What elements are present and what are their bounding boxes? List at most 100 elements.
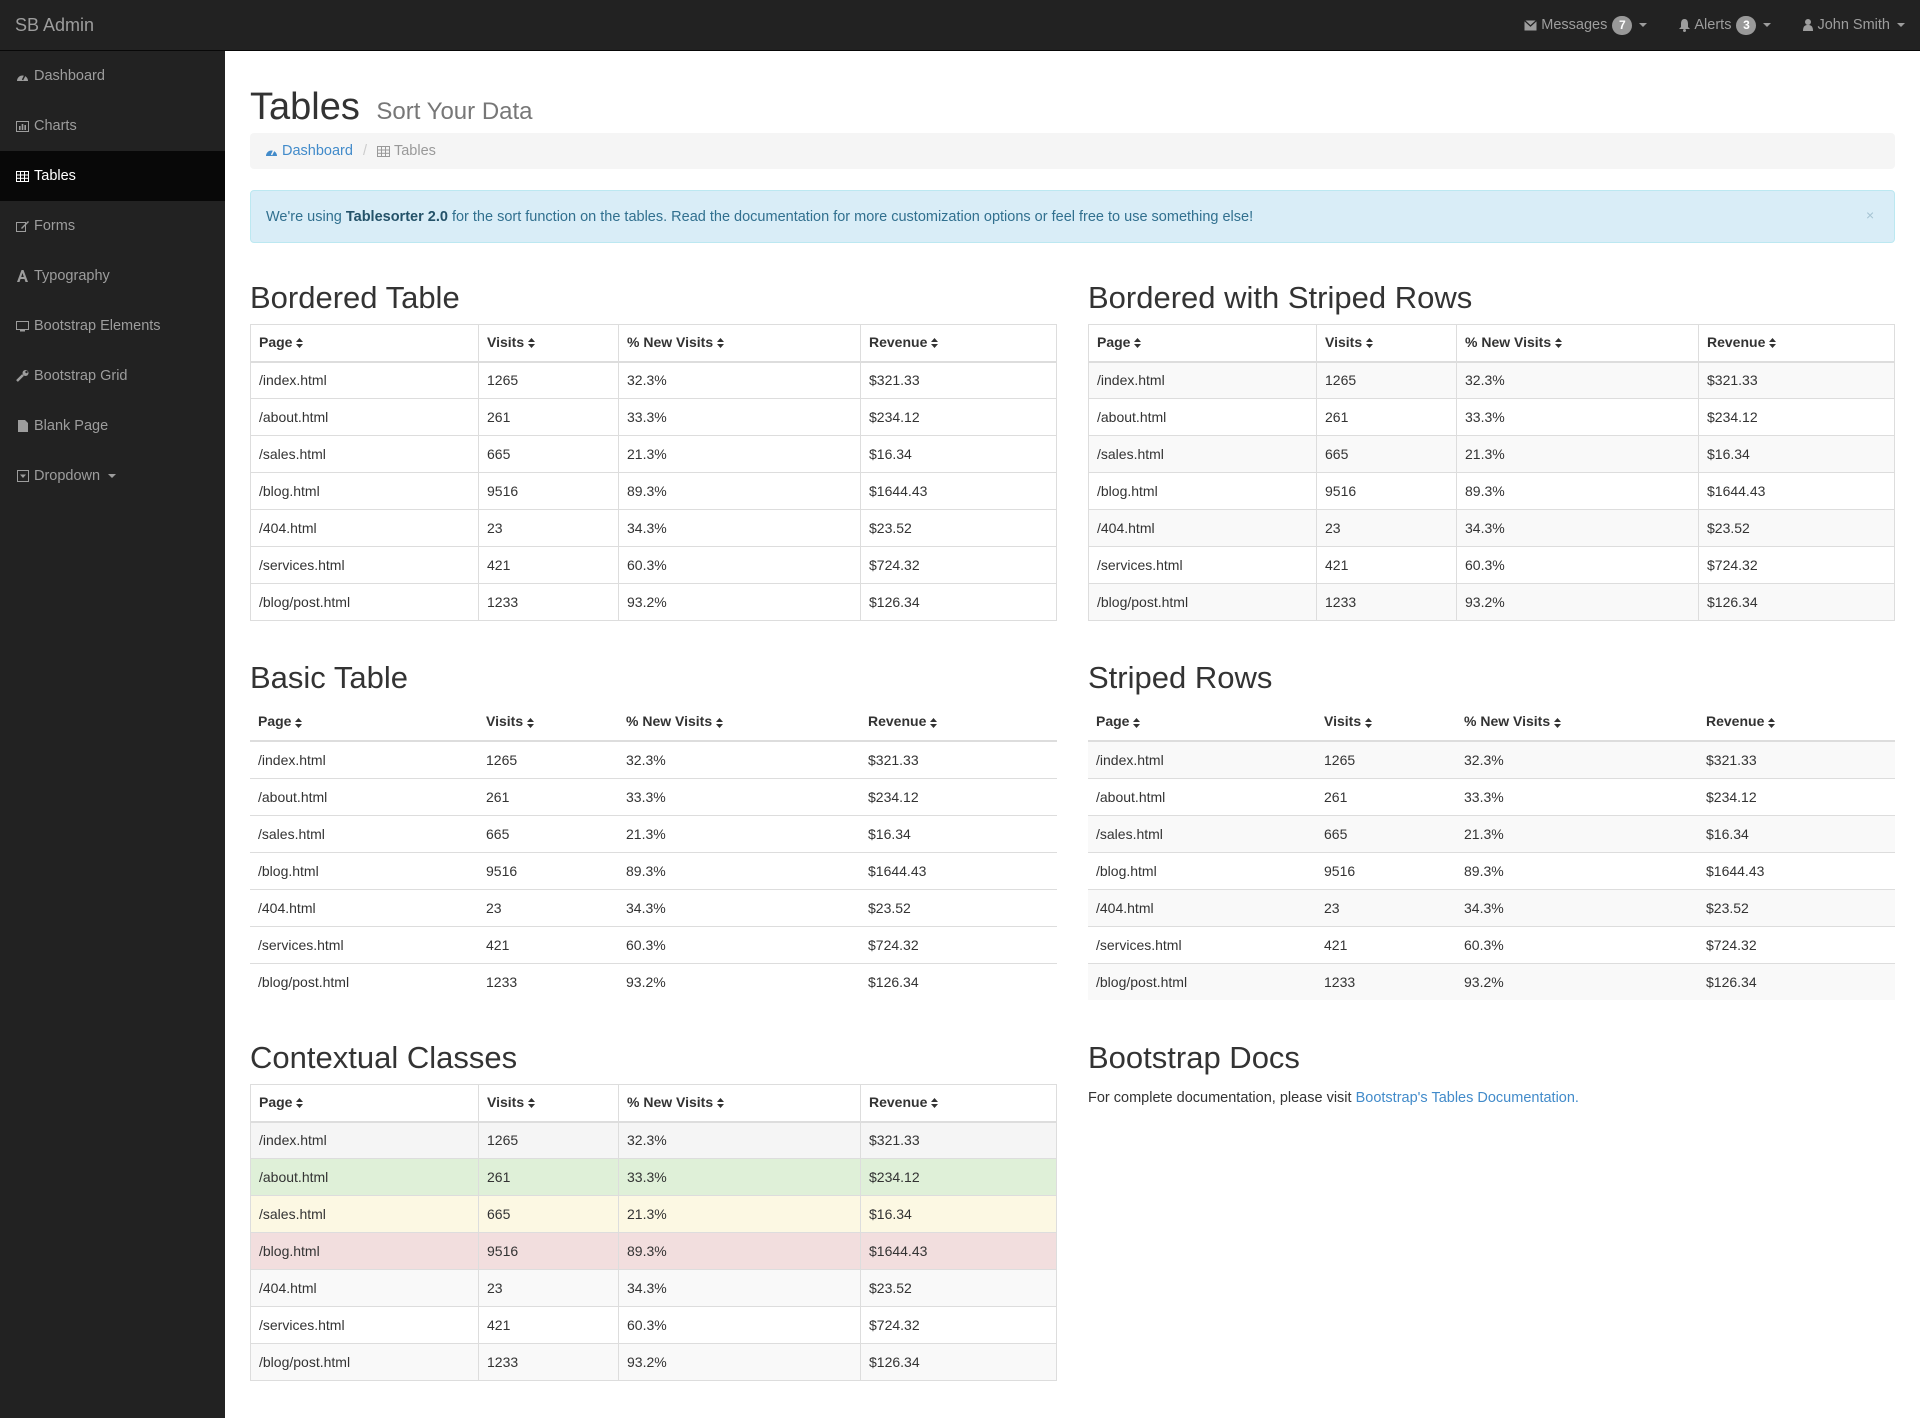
table-row: /index.html 1265 32.3% $321.33 [250, 361, 1057, 399]
column-header-new-visits[interactable]: % New Visits [618, 1084, 861, 1123]
sidebar-item-dropdown[interactable]: Dropdown [0, 451, 225, 501]
column-header-page[interactable]: Page [250, 704, 478, 742]
sort-icon[interactable] [716, 715, 724, 731]
column-header-label: % New Visits [627, 334, 714, 351]
brand-logo[interactable]: SB Admin [15, 15, 95, 35]
column-header-page[interactable]: Page [1088, 704, 1316, 742]
sort-icon[interactable] [1134, 335, 1142, 351]
column-header-revenue[interactable]: Revenue [860, 324, 1057, 363]
column-header-label: % New Visits [627, 1094, 714, 1111]
table-cell-page: /services.html [250, 1306, 479, 1344]
font-icon [15, 270, 30, 282]
table-cell-new-visits: 21.3% [1456, 435, 1699, 473]
docs-link[interactable]: Bootstrap's Tables Documentation. [1355, 1090, 1579, 1106]
table-cell-new-visits: 60.3% [618, 1306, 861, 1344]
table-cell-page: /blog.html [250, 851, 478, 889]
close-icon[interactable]: × [1866, 207, 1875, 223]
user-dropdown[interactable]: John Smith [1803, 0, 1905, 50]
column-header-revenue[interactable]: Revenue [1698, 704, 1895, 742]
sort-icon[interactable] [931, 335, 939, 351]
sidebar-item-blank-page[interactable]: Blank Page [0, 401, 225, 451]
table-row: /404.html 23 34.3% $23.52 [1088, 888, 1895, 926]
table-cell-new-visits: 89.3% [618, 472, 861, 510]
table-cell-revenue: $16.34 [1698, 435, 1895, 473]
column-header-revenue[interactable]: Revenue [860, 1084, 1057, 1123]
column-header-revenue[interactable]: Revenue [1698, 324, 1895, 363]
sort-icon[interactable] [296, 1095, 304, 1111]
sidebar-item-forms[interactable]: Forms [0, 201, 225, 251]
sort-icon[interactable] [528, 1095, 536, 1111]
column-header-visits[interactable]: Visits [1316, 704, 1456, 742]
docs-section: Bootstrap Docs For complete documentatio… [1088, 1036, 1895, 1106]
column-header-new-visits[interactable]: % New Visits [618, 324, 861, 363]
section-title: Striped Rows [1088, 660, 1273, 695]
table-cell-new-visits: 21.3% [618, 435, 861, 473]
table-cell-revenue: $126.34 [860, 583, 1057, 621]
sidebar-item-charts[interactable]: Charts [0, 101, 225, 151]
sort-icon[interactable] [717, 335, 725, 351]
sidebar-item-bootstrap-grid[interactable]: Bootstrap Grid [0, 351, 225, 401]
column-header-label: Visits [487, 334, 525, 351]
table-cell-new-visits: 89.3% [1456, 472, 1699, 510]
sort-icon[interactable] [1554, 715, 1562, 731]
sort-icon[interactable] [1366, 335, 1374, 351]
basic-table-section: Basic Table Page Visits % New Visits Revenu… [250, 656, 1057, 1000]
table-cell-revenue: $234.12 [860, 1158, 1057, 1196]
table-cell-revenue: $724.32 [1698, 925, 1895, 963]
table-row: /services.html 421 60.3% $724.32 [250, 925, 1057, 963]
column-header-new-visits[interactable]: % New Visits [618, 704, 860, 742]
column-header-revenue[interactable]: Revenue [860, 704, 1057, 742]
table-cell-page: /blog.html [1088, 851, 1316, 889]
messages-badge: 7 [1612, 15, 1633, 35]
table-cell-visits: 665 [478, 435, 619, 473]
page-subtitle: Sort Your Data [376, 98, 533, 125]
alerts-dropdown[interactable]: Alerts 3 [1679, 0, 1772, 50]
sort-icon[interactable] [1555, 335, 1563, 351]
sort-icon[interactable] [1769, 335, 1777, 351]
sidebar-item-label: Charts [34, 118, 77, 134]
table-cell-visits: 1265 [478, 361, 619, 399]
sort-icon[interactable] [1768, 715, 1776, 731]
column-header-page[interactable]: Page [250, 324, 479, 363]
table-cell-revenue: $724.32 [1698, 546, 1895, 584]
sidebar-item-label: Dropdown [34, 468, 101, 484]
header-row: Page Visits % New Visits Revenue [1088, 324, 1895, 363]
sort-icon[interactable] [930, 715, 938, 731]
column-header-visits[interactable]: Visits [478, 324, 619, 363]
user-icon [1803, 19, 1814, 31]
sidebar-item-bootstrap-elements[interactable]: Bootstrap Elements [0, 301, 225, 351]
sidebar-item-tables[interactable]: Tables [0, 151, 225, 201]
table-cell-page: /sales.html [250, 1195, 479, 1233]
sort-icon[interactable] [717, 1095, 725, 1111]
contextual-table-section: Contextual Classes Page Visits % New Visit… [250, 1036, 1057, 1381]
table-row: /index.html 1265 32.3% $321.33 [250, 1121, 1057, 1159]
table-cell-revenue: $321.33 [860, 1121, 1057, 1159]
table-cell-visits: 23 [1316, 509, 1457, 547]
column-header-new-visits[interactable]: % New Visits [1456, 324, 1699, 363]
sort-icon[interactable] [931, 1095, 939, 1111]
column-header-page[interactable]: Page [1088, 324, 1317, 363]
sort-icon[interactable] [528, 335, 536, 351]
column-header-label: Revenue [1706, 713, 1765, 730]
table-cell-page: /404.html [1088, 509, 1317, 547]
table-cell-page: /sales.html [250, 435, 479, 473]
sort-icon[interactable] [1365, 715, 1373, 731]
table-cell-visits: 261 [478, 777, 618, 815]
sort-icon[interactable] [296, 335, 304, 351]
sidebar: Dashboard Charts Tables Forms Typography… [0, 51, 225, 1418]
table-row: /about.html 261 33.3% $234.12 [250, 398, 1057, 436]
column-header-visits[interactable]: Visits [1316, 324, 1457, 363]
breadcrumb-dashboard-link[interactable]: Dashboard [265, 143, 353, 159]
sort-icon[interactable] [1133, 715, 1141, 731]
column-header-new-visits[interactable]: % New Visits [1456, 704, 1698, 742]
sort-icon[interactable] [527, 715, 535, 731]
messages-dropdown[interactable]: Messages 7 [1524, 0, 1648, 50]
sidebar-item-dashboard[interactable]: Dashboard [0, 51, 225, 101]
column-header-page[interactable]: Page [250, 1084, 479, 1123]
sidebar-item-typography[interactable]: Typography [0, 251, 225, 301]
table-row: /services.html 421 60.3% $724.32 [250, 546, 1057, 584]
column-header-visits[interactable]: Visits [478, 704, 618, 742]
table-cell-new-visits: 93.2% [1456, 583, 1699, 621]
sort-icon[interactable] [295, 715, 303, 731]
column-header-visits[interactable]: Visits [478, 1084, 619, 1123]
